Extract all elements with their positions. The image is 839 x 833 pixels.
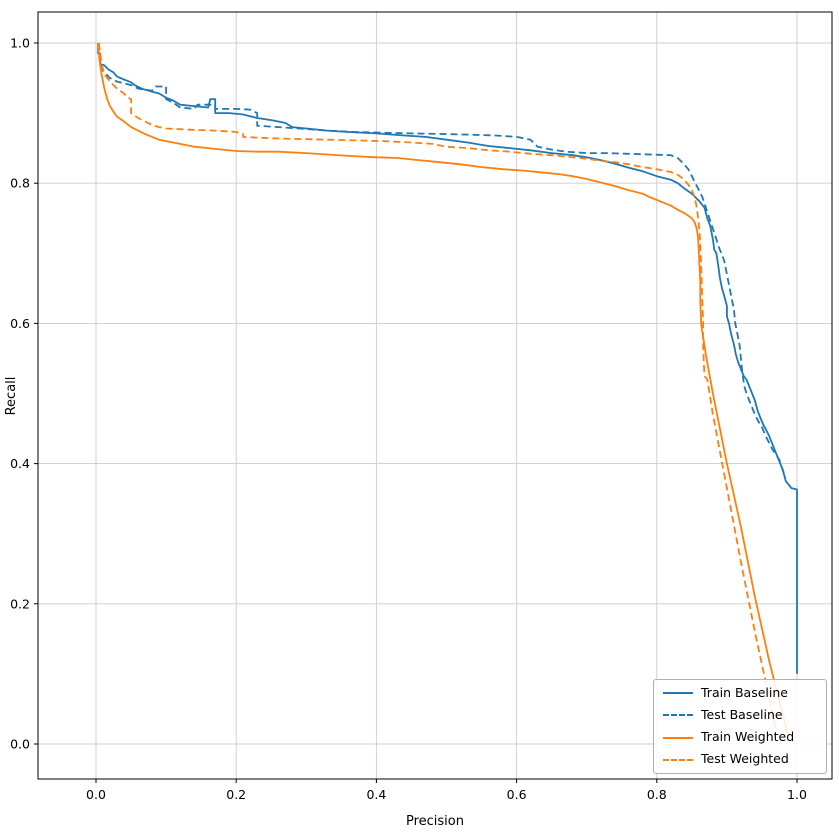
x-tick-label: 0.4 — [366, 787, 386, 802]
legend-label: Train Baseline — [701, 685, 788, 700]
legend: Train Baseline Test Baseline Train Weigh… — [653, 679, 827, 774]
train-baseline-line-sample — [663, 692, 693, 695]
y-tick-label: 0.4 — [10, 456, 30, 471]
y-axis-label: Recall — [4, 377, 19, 416]
legend-entry-test-weighted: Test Weighted — [663, 753, 816, 766]
y-tick-label: 0.8 — [10, 176, 30, 191]
test-weighted-line-sample — [663, 758, 693, 761]
x-tick-label: 0.0 — [86, 787, 106, 802]
plot-border — [37, 11, 833, 780]
legend-entry-train-baseline: Train Baseline — [663, 685, 816, 700]
x-tick-label: 0.6 — [507, 787, 527, 802]
x-tick-label: 0.2 — [226, 787, 246, 802]
tick-labels: 0.0 0.2 0.4 0.6 0.8 1.0 0.0 0.2 0.4 0.6 0.8 1.0 — [10, 36, 807, 803]
train-weighted-line-sample — [663, 736, 693, 739]
legend-label: Test Weighted — [701, 751, 789, 767]
y-tick-label: 0.0 — [10, 737, 30, 752]
x-tick-label: 0.8 — [647, 787, 667, 802]
legend-entry-train-weighted: Train Weighted — [663, 731, 816, 744]
series-line-train-baseline — [97, 43, 798, 674]
series-line-test-baseline — [97, 42, 786, 478]
legend-entry-test-baseline: Test Baseline — [663, 709, 816, 722]
series-line-train-weighted — [97, 42, 790, 738]
tick-marks — [34, 42, 798, 783]
y-tick-label: 1.0 — [10, 36, 30, 51]
series-line-test-weighted — [97, 42, 777, 731]
legend-label: Train Weighted — [701, 729, 795, 745]
x-tick-label: 1.0 — [787, 787, 807, 802]
y-tick-label: 0.2 — [10, 596, 30, 611]
test-baseline-line-sample — [663, 714, 693, 717]
x-axis-label: Precision — [406, 814, 464, 829]
y-tick-label: 0.6 — [10, 316, 30, 331]
legend-label: Test Baseline — [701, 707, 783, 723]
